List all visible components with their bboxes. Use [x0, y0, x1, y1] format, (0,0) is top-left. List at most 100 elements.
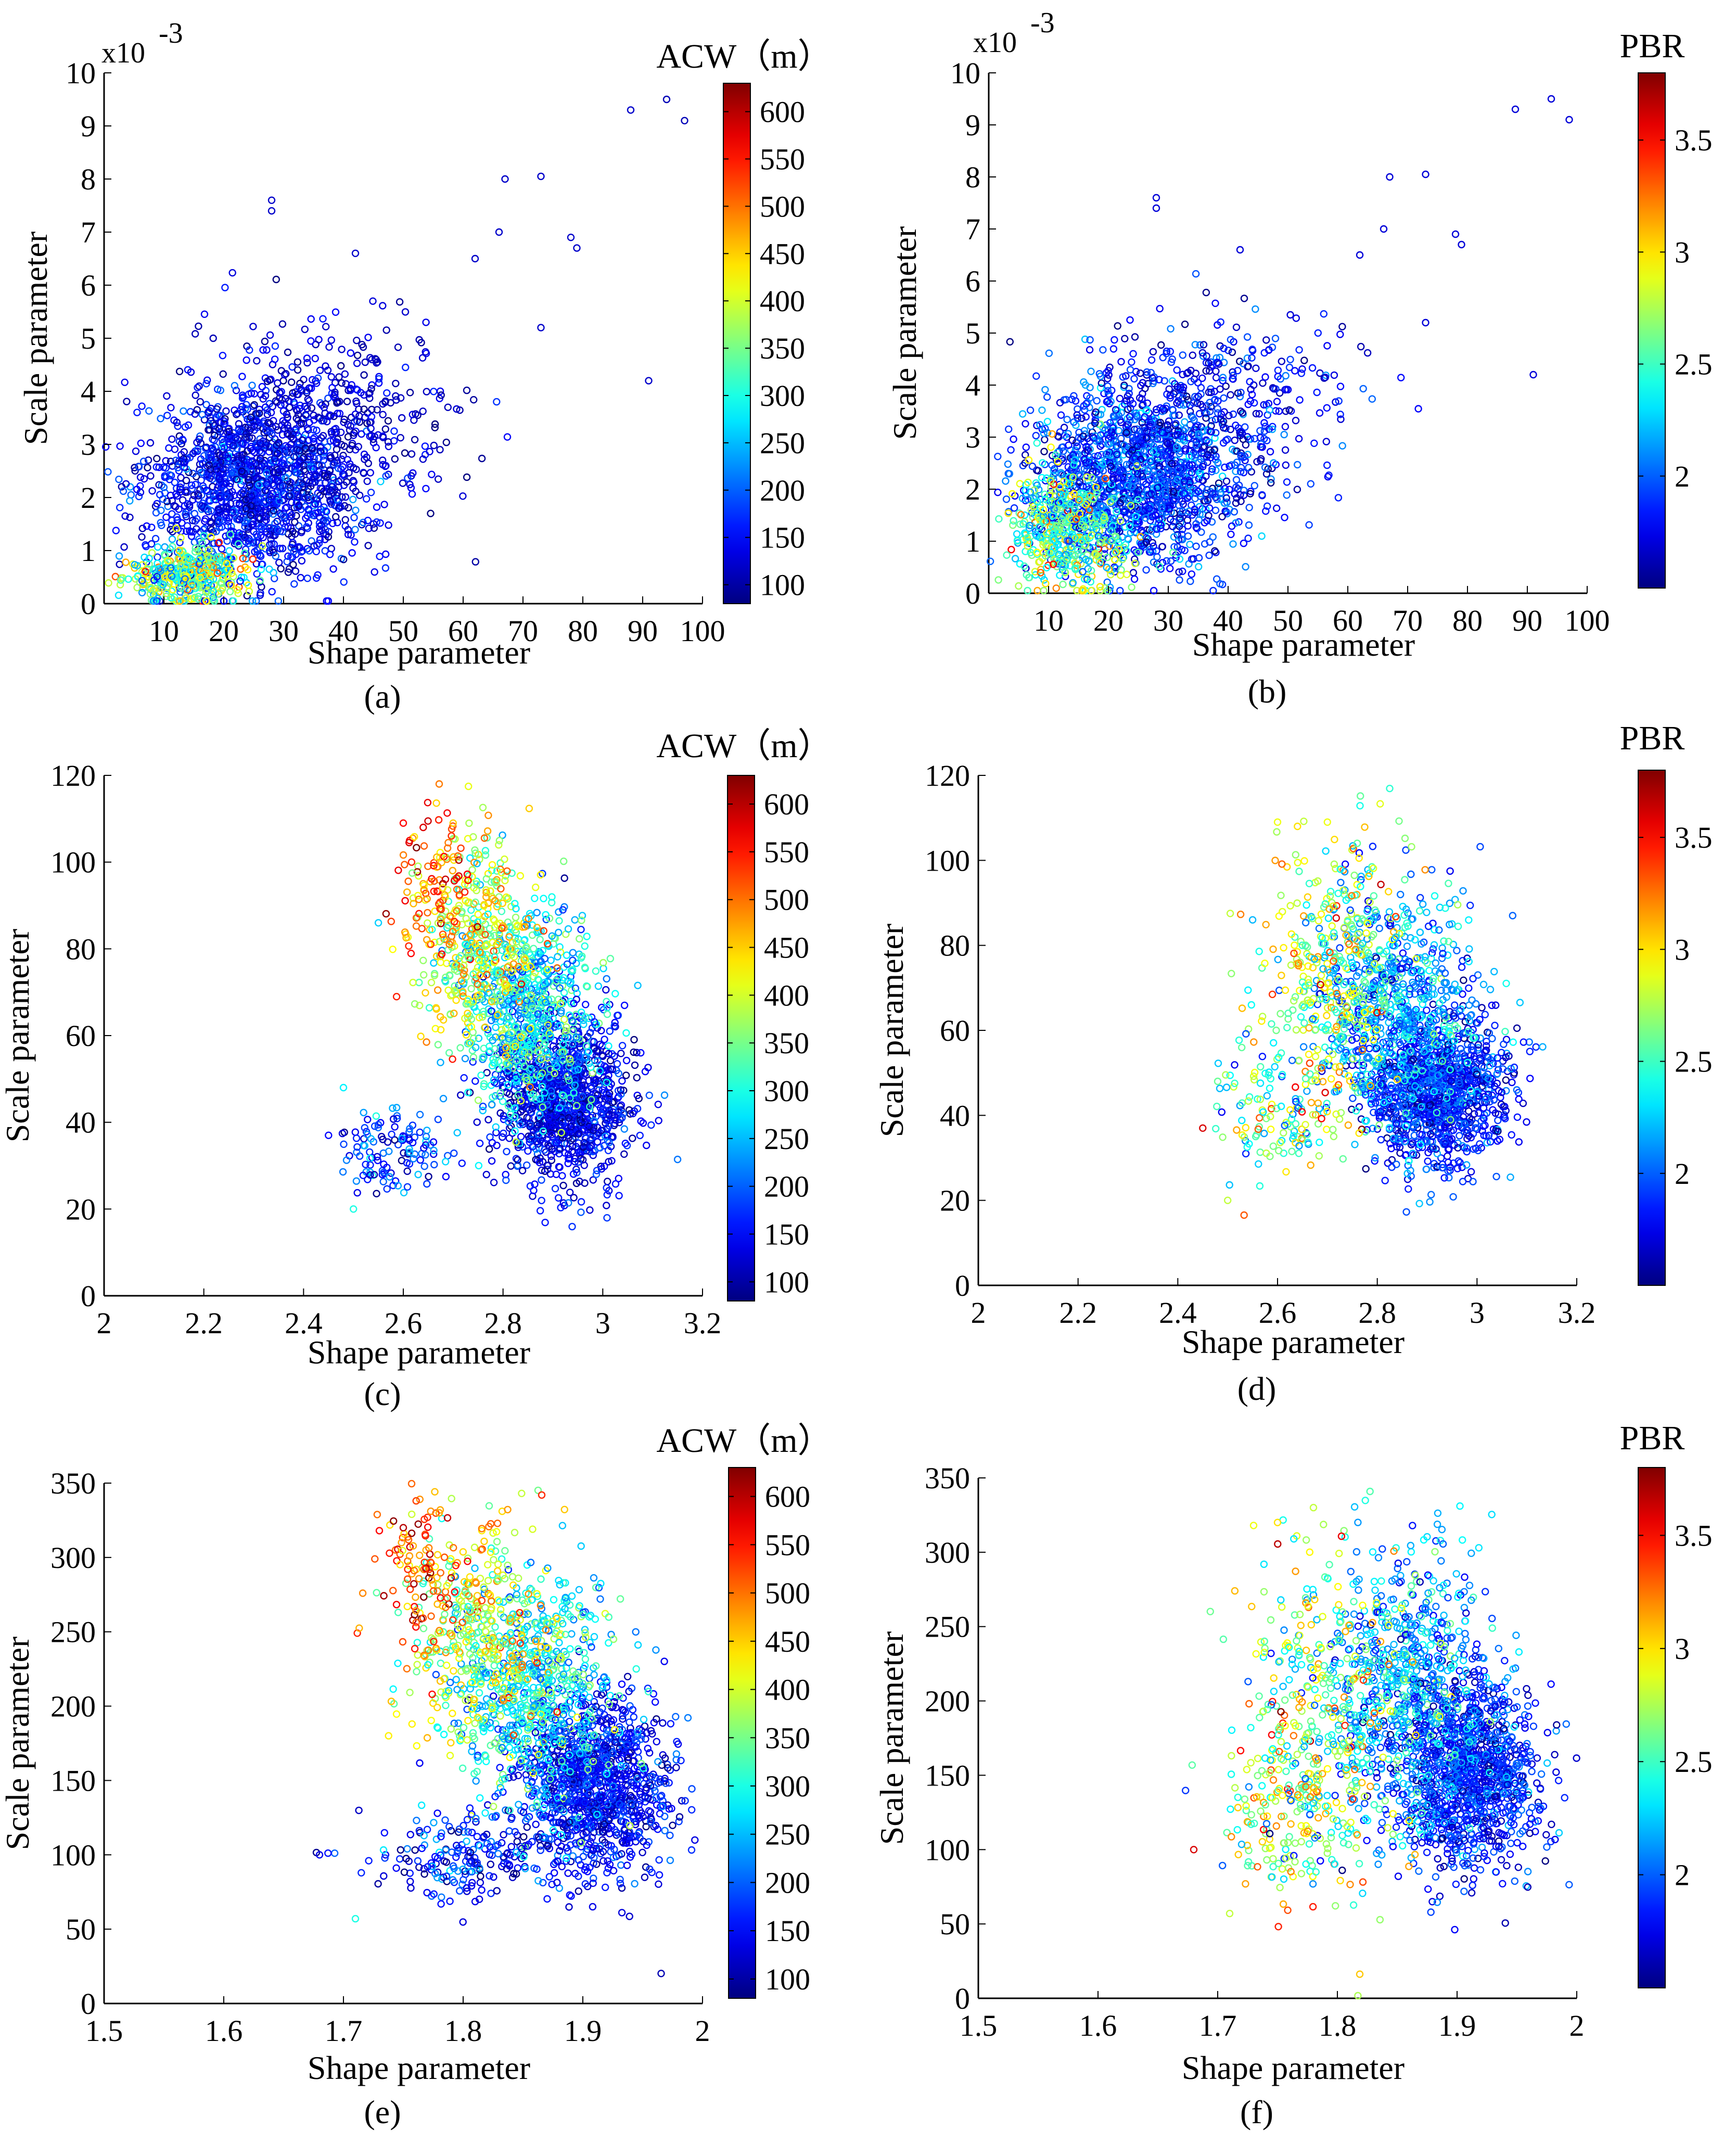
data-point	[291, 518, 299, 526]
data-point	[148, 487, 156, 495]
data-point	[384, 417, 392, 425]
data-point	[1099, 346, 1107, 354]
data-point	[296, 420, 304, 428]
y-tick-label: 5	[81, 322, 96, 355]
data-point	[248, 434, 256, 442]
data-point	[1305, 521, 1313, 529]
data-point	[116, 504, 124, 512]
colorbar-title: PBR	[1620, 27, 1685, 65]
data-point	[209, 334, 217, 342]
data-point	[1022, 420, 1029, 428]
colorbar-tick-label: 100	[760, 568, 805, 602]
data-point	[163, 412, 171, 419]
data-point	[551, 1184, 559, 1193]
data-point	[253, 357, 261, 365]
data-point	[478, 454, 486, 463]
data-point	[421, 442, 429, 450]
data-point	[380, 501, 388, 508]
data-point	[303, 575, 311, 582]
data-point	[1282, 372, 1290, 380]
data-point	[1149, 348, 1157, 356]
y-tick-label: 7	[81, 215, 96, 249]
data-point	[316, 535, 324, 544]
data-point	[286, 484, 294, 492]
data-point	[1283, 478, 1291, 486]
data-point	[1298, 365, 1306, 373]
data-point	[1274, 366, 1282, 374]
y-tick-label: 8	[81, 162, 96, 196]
data-point	[1128, 583, 1135, 591]
data-point	[457, 1091, 465, 1099]
data-point	[459, 492, 467, 500]
data-point	[1244, 534, 1252, 542]
data-point	[1336, 382, 1345, 390]
data-point	[1131, 333, 1139, 341]
data-point	[476, 1139, 484, 1147]
data-point	[277, 565, 285, 573]
data-point	[1323, 342, 1331, 350]
data-point	[116, 442, 124, 450]
data-point	[300, 376, 308, 384]
data-point	[1017, 511, 1025, 519]
data-point	[418, 354, 427, 362]
data-point	[271, 355, 279, 363]
data-point	[1186, 577, 1194, 585]
data-point	[182, 477, 190, 484]
data-point	[291, 567, 300, 575]
data-point	[228, 269, 236, 277]
data-point	[168, 435, 176, 443]
data-point	[1240, 295, 1248, 302]
data-point	[484, 1116, 492, 1124]
data-point	[242, 356, 250, 364]
colorbar-tick-label: 600	[760, 95, 805, 129]
data-point	[192, 330, 199, 338]
data-point	[248, 597, 257, 605]
data-point	[180, 407, 187, 415]
data-point	[253, 570, 261, 578]
data-point	[174, 422, 182, 430]
data-point	[276, 544, 284, 553]
data-point	[1565, 116, 1573, 124]
data-point	[196, 398, 204, 406]
data-point	[662, 95, 671, 104]
data-point	[423, 388, 430, 395]
data-point	[1052, 584, 1060, 592]
data-point	[268, 588, 276, 596]
data-point	[303, 354, 311, 362]
data-point	[1330, 371, 1338, 379]
data-point	[1356, 251, 1364, 259]
data-point	[1243, 333, 1252, 341]
x-tick-label: 80	[1452, 604, 1483, 637]
y-tick-label: 4	[81, 375, 96, 409]
x-tick-label: 30	[1153, 604, 1183, 637]
data-point	[495, 228, 503, 236]
data-point	[1295, 435, 1303, 443]
data-point	[435, 475, 442, 483]
data-point	[146, 439, 155, 447]
data-point	[622, 1056, 631, 1065]
data-point	[271, 519, 279, 528]
data-point	[1245, 504, 1253, 512]
data-point	[1121, 335, 1129, 342]
data-point	[356, 491, 364, 499]
data-point	[573, 244, 581, 252]
data-point	[1300, 356, 1308, 364]
data-point	[1129, 569, 1138, 577]
data-point	[275, 558, 283, 567]
data-point	[313, 426, 321, 435]
data-point	[681, 117, 688, 125]
data-point	[140, 475, 148, 483]
data-point	[147, 472, 155, 480]
data-point	[394, 343, 402, 351]
data-point	[351, 526, 359, 533]
x-tick-label: 100	[680, 614, 725, 648]
data-point	[158, 481, 165, 489]
data-point	[1198, 374, 1206, 382]
data-point	[399, 479, 407, 487]
data-point	[1323, 461, 1331, 469]
data-point	[501, 175, 509, 183]
data-point	[289, 560, 297, 569]
data-point	[1212, 374, 1220, 381]
data-point	[148, 524, 156, 531]
data-point	[1045, 349, 1053, 357]
